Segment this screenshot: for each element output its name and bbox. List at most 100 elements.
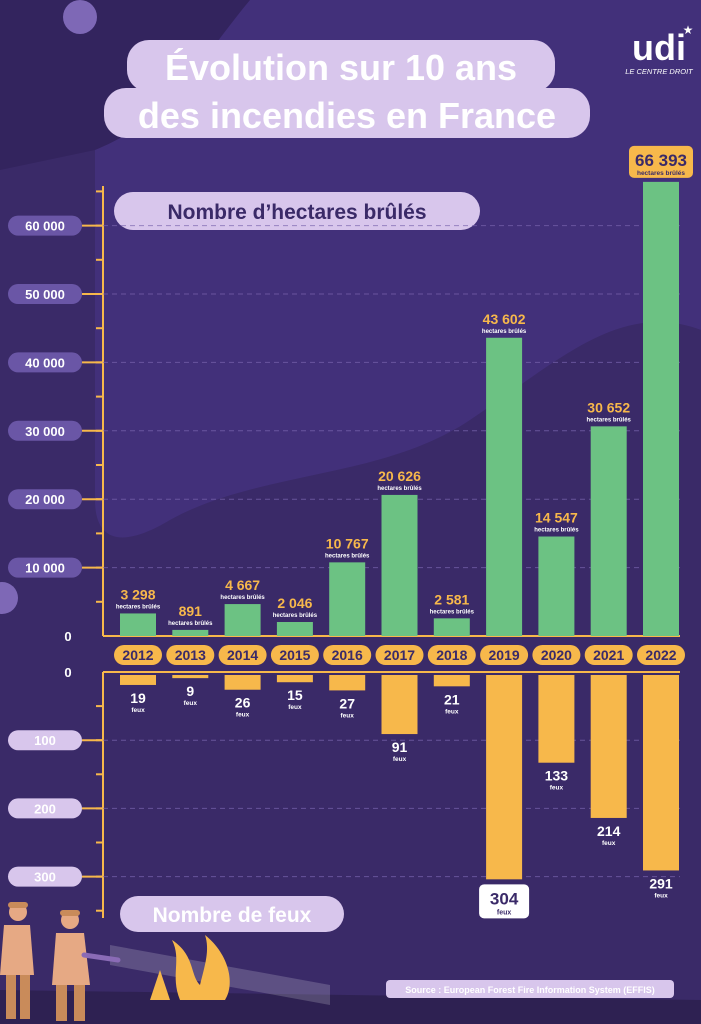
hectares-unit-label: hectares brûlés [430,609,475,615]
fires-tick-label: 300 [34,870,56,885]
hectares-unit-label: hectares brûlés [273,613,318,619]
hectares-bar [381,494,418,636]
year-label: 2017 [384,647,415,663]
hectares-tick-pill [8,420,82,441]
hectares-value-label: 4 667 [225,577,260,593]
fires-tick-pill [8,798,82,819]
year-pill [584,645,633,665]
hectares-tick-label: 30 000 [25,424,65,439]
year-label: 2016 [332,647,363,663]
fires-bar [329,675,366,691]
fires-bar [643,675,679,871]
fire-icon [172,935,230,1000]
fires-bar [172,675,209,679]
logo-star-icon: ★ [683,23,694,37]
year-label: 2021 [593,647,624,663]
fires-bar [120,675,156,685]
logo-tagline: LE CENTRE DROIT [625,67,694,76]
fires-value-label: 27 [339,695,355,711]
fires-bar [590,675,627,818]
hectares-value-label: 66 393 [635,151,687,170]
hectares-tick-label: 50 000 [25,287,65,302]
hectares-bar [224,604,261,636]
hectares-unit-label: hectares brûlés [587,417,632,423]
logo-wordmark: udi [632,27,686,68]
hectares-tick-label: 60 000 [25,219,65,234]
hectares-unit-label: hectares brûlés [116,604,161,610]
year-pill [480,645,529,665]
hectares-max-label-box [629,145,693,178]
hectares-unit-label: hectares brûlés [482,329,527,335]
fires-tick-pill [8,730,82,751]
year-pill [114,645,162,665]
fires-bar [433,675,470,687]
hectares-bar [486,337,523,636]
year-pill [375,645,424,665]
fires-value-label: 15 [287,687,303,703]
hectares-tick-pill [8,489,82,510]
hectares-tick-pill [8,557,82,578]
year-labels: 2012 2013 2014 2015 2016 2017 2018 2019 2020 2021… [114,645,685,665]
firefighter-illustration [0,902,330,1021]
fires-value-label: 133 [545,768,569,784]
hectares-value-label: 2 046 [277,595,312,611]
hectares-tick-label: 0 [64,629,71,644]
year-label: 2019 [489,647,520,663]
hectares-unit-label: hectares brûlés [377,486,422,492]
hectares-title-pill: Nombre d’hectares brûlés [114,192,480,230]
fires-bar [486,675,523,880]
fires-value-label: 21 [444,691,460,707]
fires-bar [538,675,575,763]
fires-unit-label: feux [184,700,198,707]
year-pill [323,645,372,665]
fires-tick-pill [8,866,82,887]
fires-unit-label: feux [550,785,564,792]
hectares-bar [172,629,209,636]
fires-value-label: 291 [649,875,673,891]
year-label: 2014 [227,647,258,663]
fires-unit-label: feux [341,712,355,719]
fires-value-label: 214 [597,823,621,839]
hectares-value-label: 2 581 [434,591,469,607]
hectares-bar [433,618,470,636]
fires-max-label-box [479,884,530,919]
year-label: 2013 [175,647,206,663]
decor-circle-left [0,582,18,614]
hectares-value-label: 891 [179,603,203,619]
year-label: 2015 [279,647,310,663]
hectares-value-label: 10 767 [326,535,369,551]
hectares-bar [590,426,627,636]
fires-unit-label: feux [393,756,407,763]
firefighter-1 [0,902,34,1019]
hectares-tick-pill [8,215,82,236]
fires-bar [381,675,418,735]
fires-unit-label: feux [654,892,668,899]
hectares-bars: 3 298 hectares brûlés 891 hectares brûlés 4 … [116,145,693,636]
hectares-value-label: 3 298 [120,586,155,602]
fires-title-pill: Nombre de feux [120,896,344,932]
year-pill [532,645,581,665]
hectares-bar [329,562,366,636]
fires-bar [224,675,261,690]
hectares-unit-label: hectares brûlés [534,527,579,533]
fires-tick-label: 0 [64,665,71,680]
hectares-value-label: 43 602 [483,311,526,327]
fires-value-label: 91 [392,739,408,755]
hectares-bar [120,613,156,636]
firefighter-2 [52,910,121,1021]
decor-circle-top [63,0,97,34]
hectares-value-label: 20 626 [378,468,421,484]
title-line1: Évolution sur 10 ans [165,47,517,88]
fires-unit-label: feux [131,707,145,714]
hectares-bar [276,622,313,636]
source-text: Source : European Forest Fire Informatio… [405,985,655,995]
year-label: 2022 [645,647,676,663]
fires-unit-label: feux [288,704,302,711]
hectares-value-label: 30 652 [587,399,630,415]
year-pill [427,645,476,665]
hectares-tick-pill [8,352,82,373]
year-pill [637,645,685,665]
hectares-value-label: 14 547 [535,509,578,525]
